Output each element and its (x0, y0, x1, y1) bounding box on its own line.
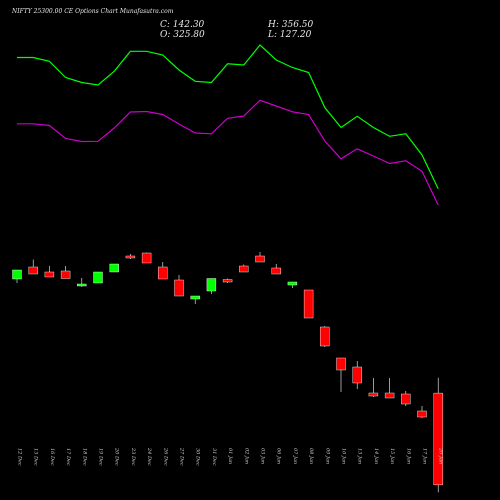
candle-body (384, 392, 395, 399)
candle-body (320, 326, 330, 347)
low-value: L: 127.20 (268, 30, 312, 40)
x-tick-label: 03 Jan (260, 448, 266, 464)
x-tick-label: 17 Jan (422, 448, 428, 464)
candle (255, 252, 265, 263)
x-tick-label: 20 Jan (438, 447, 444, 464)
x-tick-label: 26 Dec (162, 447, 168, 466)
candle-body (12, 269, 22, 280)
x-tick-label: 07 Jan (292, 448, 298, 464)
candle-body (368, 392, 379, 397)
x-tick-label: 16 Dec (49, 448, 55, 466)
x-tick-label: 30 Dec (195, 448, 201, 466)
x-tick-label: 18 Dec (81, 448, 87, 466)
candle (271, 264, 281, 275)
candle-body (271, 267, 281, 275)
x-tick-label: 08 Jan (308, 448, 314, 464)
candle (28, 259, 38, 275)
candle (417, 406, 427, 418)
candle (77, 278, 87, 287)
candle (320, 326, 330, 347)
candles (12, 252, 443, 493)
x-tick-label: 13 Dec (33, 448, 39, 466)
open-value: O: 325.80 (160, 30, 205, 40)
candle (352, 361, 362, 389)
x-tick-label: 24 Dec (146, 447, 152, 466)
candle (109, 263, 119, 273)
x-tick-label: 31 Dec (211, 448, 217, 466)
x-tick-label: 14 Jan (373, 448, 379, 464)
candle (384, 378, 395, 399)
candle (433, 377, 443, 493)
candle-body (433, 392, 443, 486)
candle (125, 254, 136, 259)
indicator-line-upper (17, 44, 439, 190)
x-tick-label: 01 Jan (227, 448, 233, 464)
candle-body (206, 278, 217, 292)
candle-body (93, 271, 103, 284)
x-tick-label: 20 Dec (114, 447, 120, 466)
candle (206, 278, 217, 294)
x-tick-label: 13 Jan (357, 448, 363, 464)
x-tick-label: 23 Dec (130, 447, 136, 466)
candle-body (60, 270, 71, 279)
x-tick-label: 19 Dec (98, 448, 104, 466)
indicator-line-lower (17, 99, 439, 206)
candle (158, 262, 168, 280)
candle-body (222, 279, 233, 283)
candle (141, 252, 152, 264)
x-tick-label: 09 Jan (324, 448, 330, 464)
candle-body (352, 366, 362, 384)
candle-body (44, 271, 55, 278)
x-tick-label: 15 Jan (389, 448, 395, 464)
candle-body (417, 410, 427, 418)
chart-title: NIFTY 25300.00 CE Options Chart Munafasu… (12, 8, 174, 15)
candle-body (255, 255, 265, 263)
candle-body (125, 255, 136, 259)
candle-body (28, 266, 38, 275)
candle-body (77, 283, 87, 287)
indicator-lines (17, 44, 439, 206)
candle (222, 278, 233, 283)
candle (336, 357, 346, 392)
candle-body (109, 263, 119, 273)
candle-body (190, 295, 200, 300)
candle (239, 264, 249, 273)
x-tick-label: 16 Jan (405, 448, 411, 464)
candle (303, 289, 314, 319)
candle (44, 266, 55, 278)
x-tick-label: 17 Dec (65, 448, 71, 466)
close-value: C: 142.30 (160, 20, 205, 30)
x-tick-label: 12 Dec (17, 448, 23, 466)
candle-body (303, 289, 314, 319)
candle (93, 271, 103, 284)
candle-body (141, 252, 152, 264)
high-value: H: 356.50 (268, 20, 314, 30)
x-tick-label: 27 Dec (179, 447, 185, 466)
candle-body (336, 357, 346, 371)
candle (401, 391, 411, 406)
candle-body (158, 266, 168, 280)
candle (12, 269, 22, 283)
candle (287, 281, 298, 288)
candle (174, 275, 184, 297)
candle (60, 266, 71, 279)
candle-body (174, 279, 184, 297)
x-tick-label: 10 Jan (341, 448, 347, 464)
candle-body (401, 393, 411, 405)
x-tick-label: 06 Jan (276, 448, 282, 464)
x-tick-label: 02 Jan (243, 448, 249, 464)
candle (190, 295, 200, 304)
candle-body (239, 265, 249, 273)
x-axis-labels: 12 Dec 13 Dec 16 Dec 17 Dec 18 Dec 19 Dec 20 D… (17, 447, 444, 466)
candle (368, 378, 379, 397)
candle-body (287, 281, 298, 286)
